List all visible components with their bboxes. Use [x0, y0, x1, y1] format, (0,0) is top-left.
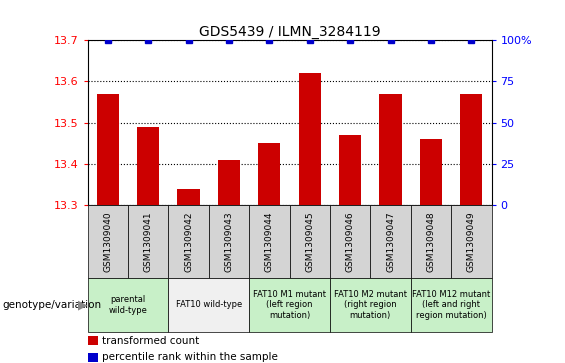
Text: transformed count: transformed count	[102, 336, 199, 346]
Bar	[88, 205, 128, 278]
Text: GSM1309044: GSM1309044	[265, 211, 274, 272]
Bar	[371, 205, 411, 278]
Bar	[330, 205, 371, 278]
Text: parental
wild-type: parental wild-type	[108, 295, 147, 315]
Text: GSM1309048: GSM1309048	[427, 211, 436, 272]
Bar	[218, 160, 240, 205]
Bar	[97, 94, 119, 205]
Bar	[451, 205, 492, 278]
Bar	[339, 135, 361, 205]
Text: GSM1309043: GSM1309043	[224, 211, 233, 272]
Bar	[249, 205, 289, 278]
Bar	[177, 189, 199, 205]
Bar	[168, 205, 209, 278]
Bar	[290, 205, 330, 278]
Bar	[420, 139, 442, 205]
Text: GSM1309045: GSM1309045	[305, 211, 314, 272]
Bar	[249, 278, 330, 332]
Text: FAT10 wild-type: FAT10 wild-type	[176, 301, 242, 309]
Bar	[258, 143, 280, 205]
Bar	[128, 205, 168, 278]
Bar	[411, 278, 492, 332]
Bar	[88, 336, 98, 346]
Text: GSM1309041: GSM1309041	[144, 211, 153, 272]
Bar	[380, 94, 402, 205]
Text: GSM1309042: GSM1309042	[184, 211, 193, 272]
Text: FAT10 M12 mutant
(left and right
region mutation): FAT10 M12 mutant (left and right region …	[412, 290, 490, 320]
Text: GSM1309049: GSM1309049	[467, 211, 476, 272]
Bar	[460, 94, 483, 205]
Text: percentile rank within the sample: percentile rank within the sample	[102, 352, 277, 362]
Text: FAT10 M1 mutant
(left region
mutation): FAT10 M1 mutant (left region mutation)	[253, 290, 326, 320]
Bar	[88, 278, 168, 332]
Text: GSM1309040: GSM1309040	[103, 211, 112, 272]
Title: GDS5439 / ILMN_3284119: GDS5439 / ILMN_3284119	[199, 25, 380, 39]
Bar	[209, 205, 249, 278]
Text: ▶: ▶	[78, 298, 88, 311]
Text: GSM1309046: GSM1309046	[346, 211, 355, 272]
Text: GSM1309047: GSM1309047	[386, 211, 395, 272]
Bar	[88, 353, 98, 362]
Bar	[137, 127, 159, 205]
Bar	[168, 278, 249, 332]
Bar	[411, 205, 451, 278]
Bar	[330, 278, 411, 332]
Bar	[299, 73, 321, 205]
Text: FAT10 M2 mutant
(right region
mutation): FAT10 M2 mutant (right region mutation)	[334, 290, 407, 320]
Text: genotype/variation: genotype/variation	[3, 300, 102, 310]
